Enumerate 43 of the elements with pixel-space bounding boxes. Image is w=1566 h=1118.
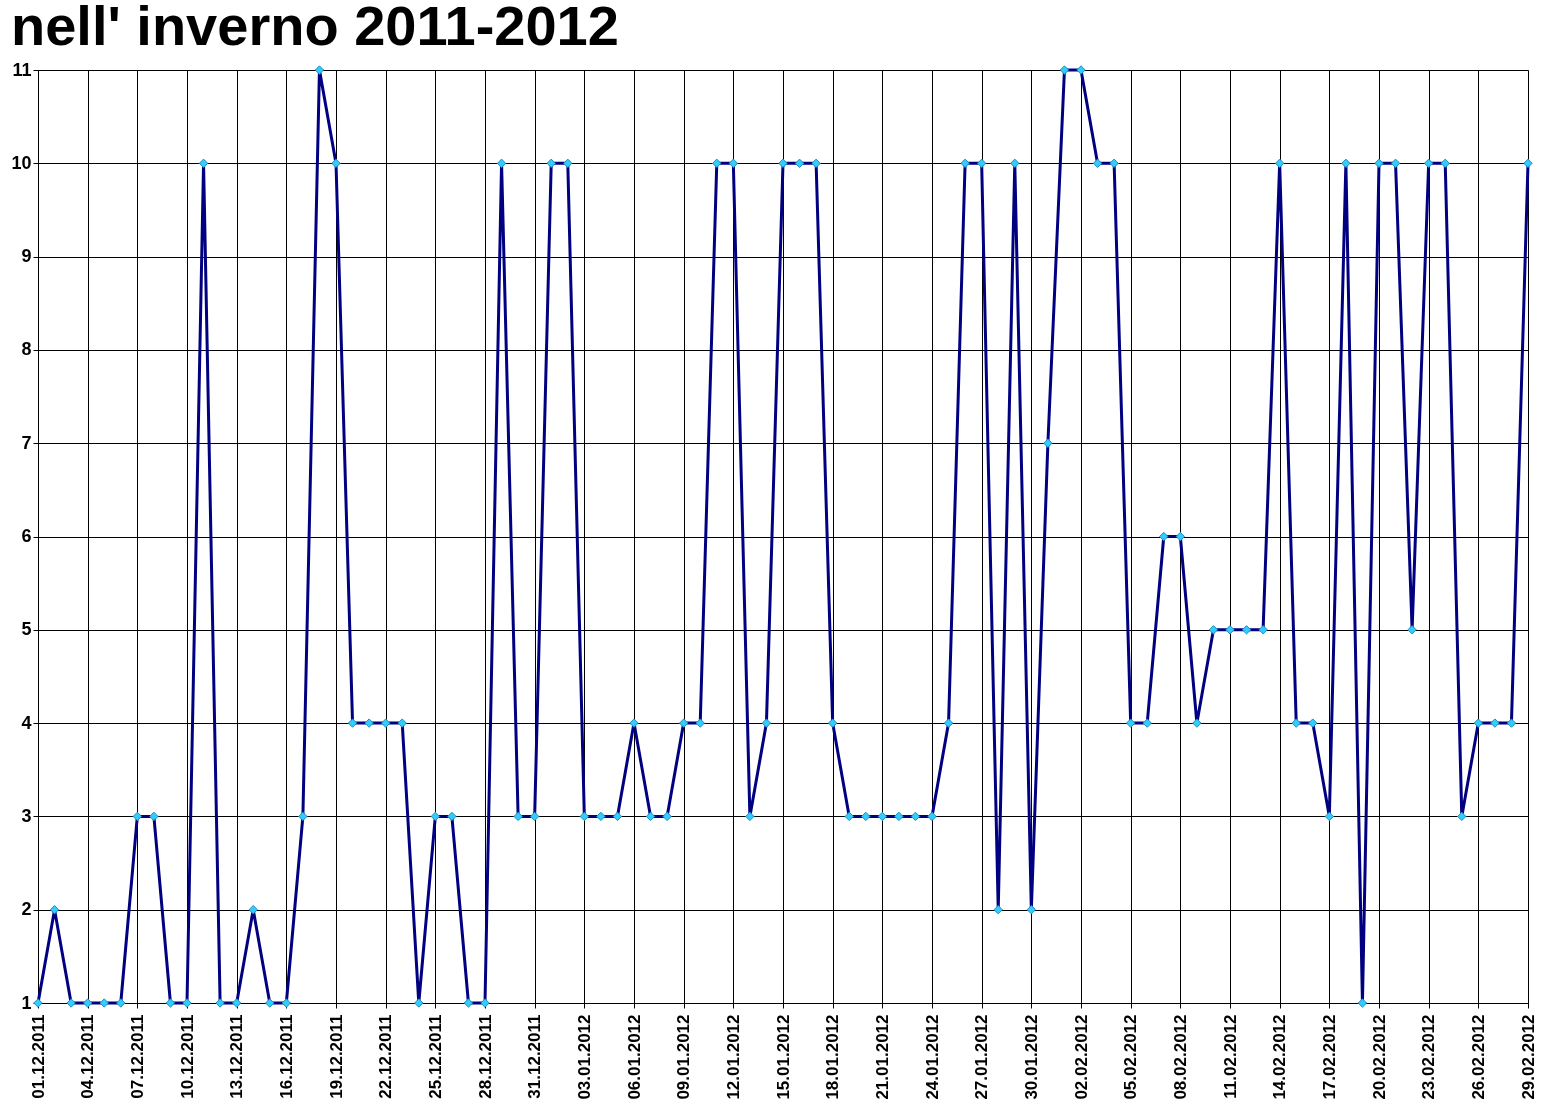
y-tick-label: 3 (21, 805, 32, 826)
x-tick-label: 19.12.2011 (326, 1014, 346, 1099)
x-tick-label: 16.12.2011 (276, 1014, 296, 1099)
x-tick-label: 10.12.2011 (177, 1014, 197, 1099)
y-tick-label: 10 (11, 152, 32, 173)
x-tick-label: 15.01.2012 (773, 1014, 793, 1100)
x-tick-label: 01.12.2011 (28, 1014, 48, 1099)
x-tick-label: 31.12.2011 (525, 1014, 545, 1099)
x-tick-label: 25.12.2011 (425, 1014, 445, 1099)
y-tick-label: 4 (21, 712, 32, 733)
x-tick-label: 20.02.2012 (1369, 1014, 1389, 1100)
x-tick-label: 03.01.2012 (574, 1014, 594, 1100)
x-tick-label: 08.02.2012 (1170, 1014, 1190, 1100)
x-tick-label: 24.01.2012 (922, 1014, 942, 1100)
y-tick-label: 5 (21, 619, 32, 640)
x-tick-label: 04.12.2011 (78, 1014, 98, 1099)
y-tick-label: 7 (21, 432, 32, 453)
x-tick-label: 21.01.2012 (872, 1014, 892, 1100)
chart-title: nell' inverno 2011-2012 (10, 0, 619, 57)
x-tick-label: 09.01.2012 (674, 1014, 694, 1100)
x-tick-label: 02.02.2012 (1071, 1014, 1091, 1100)
x-tick-label: 30.01.2012 (1021, 1014, 1041, 1100)
x-tick-label: 28.12.2011 (475, 1014, 495, 1099)
x-tick-label: 06.01.2012 (624, 1014, 644, 1100)
y-tick-label: 2 (21, 899, 32, 920)
y-tick-label: 9 (21, 246, 32, 267)
x-tick-label: 12.01.2012 (723, 1014, 743, 1100)
x-tick-label: 11.02.2012 (1220, 1014, 1240, 1099)
y-tick-label: 1 (21, 992, 32, 1013)
x-tick-label: 22.12.2011 (376, 1014, 396, 1099)
y-tick-label: 11 (12, 59, 32, 80)
x-tick-label: 18.01.2012 (823, 1014, 843, 1100)
y-tick-label: 8 (21, 339, 32, 360)
x-tick-label: 17.02.2012 (1319, 1014, 1339, 1100)
x-tick-label: 13.12.2011 (227, 1014, 247, 1099)
x-tick-label: 07.12.2011 (127, 1014, 147, 1099)
x-tick-label: 23.02.2012 (1419, 1014, 1439, 1100)
y-tick-label: 6 (21, 526, 32, 546)
x-tick-label: 14.02.2012 (1270, 1014, 1290, 1100)
x-tick-label: 05.02.2012 (1121, 1014, 1141, 1100)
x-tick-label: 26.02.2012 (1468, 1014, 1488, 1100)
x-tick-label: 29.02.2012 (1518, 1014, 1538, 1100)
x-tick-label: 27.01.2012 (972, 1014, 992, 1100)
